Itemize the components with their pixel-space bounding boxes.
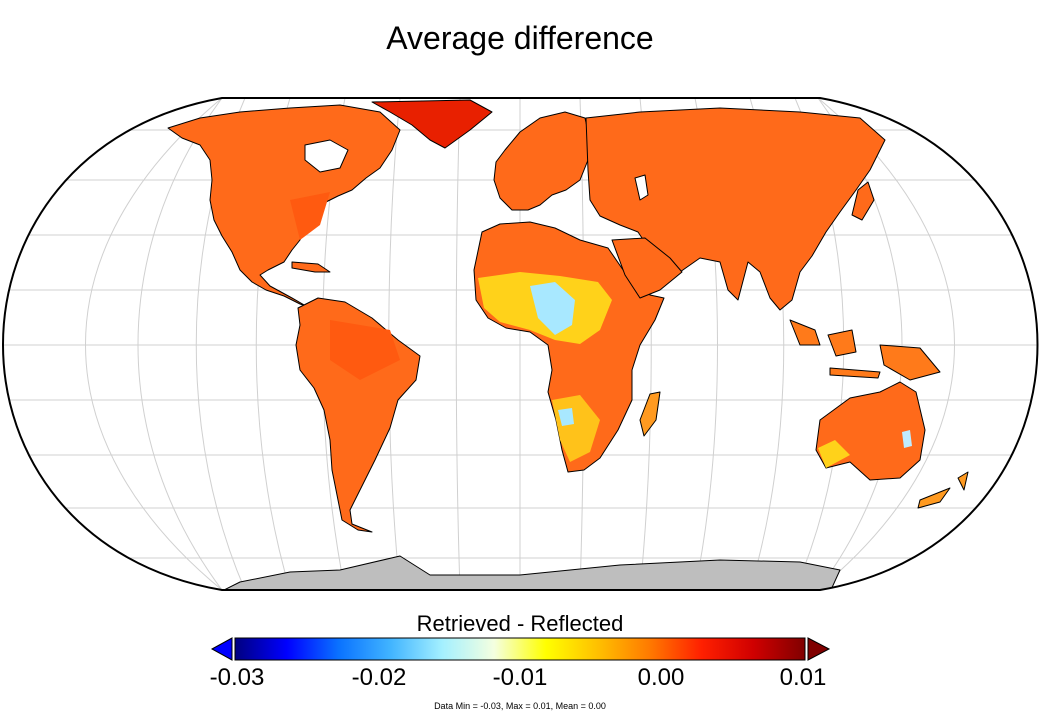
- map-outline: [2, 97, 1039, 591]
- arabian-peninsula: [611, 237, 683, 299]
- australia-west-yellow: [818, 440, 850, 468]
- colorbar: [210, 637, 831, 661]
- namibia-cyan: [558, 408, 574, 426]
- greenland: [371, 99, 493, 149]
- southeast-asia-islands: [789, 319, 941, 381]
- europe: [493, 111, 591, 211]
- antarctica: [219, 555, 841, 590]
- north-america: [167, 104, 401, 307]
- colorbar-tick-label: -0.01: [492, 664, 548, 691]
- colorbar-label: Retrieved - Reflected: [416, 611, 624, 636]
- australia-east-cyan: [902, 430, 912, 448]
- colorbar-tick-label: 0.00: [637, 664, 685, 691]
- colorbar-tick-label: -0.02: [351, 664, 407, 691]
- asia: [585, 107, 886, 311]
- south-america-north: [330, 320, 400, 380]
- north-america-east: [290, 192, 330, 240]
- map-title: Average difference: [386, 20, 654, 56]
- caribbean-islands: [291, 261, 331, 273]
- colorbar-tick-label: 0.01: [779, 664, 827, 691]
- hudson-bay: [304, 139, 349, 173]
- colorbar-left-arrow: [210, 637, 233, 661]
- central-africa-cyan: [530, 282, 575, 335]
- japan: [851, 181, 875, 221]
- colorbar-tick-label: -0.03: [209, 664, 265, 691]
- colorbar-right-arrow: [807, 637, 831, 661]
- madagascar: [639, 391, 661, 437]
- caspian-sea: [634, 174, 649, 201]
- colorbar-body: [234, 637, 806, 661]
- data-statistics: Data Min = -0.03, Max = 0.01, Mean = 0.0…: [434, 701, 606, 711]
- new-zealand: [917, 471, 969, 509]
